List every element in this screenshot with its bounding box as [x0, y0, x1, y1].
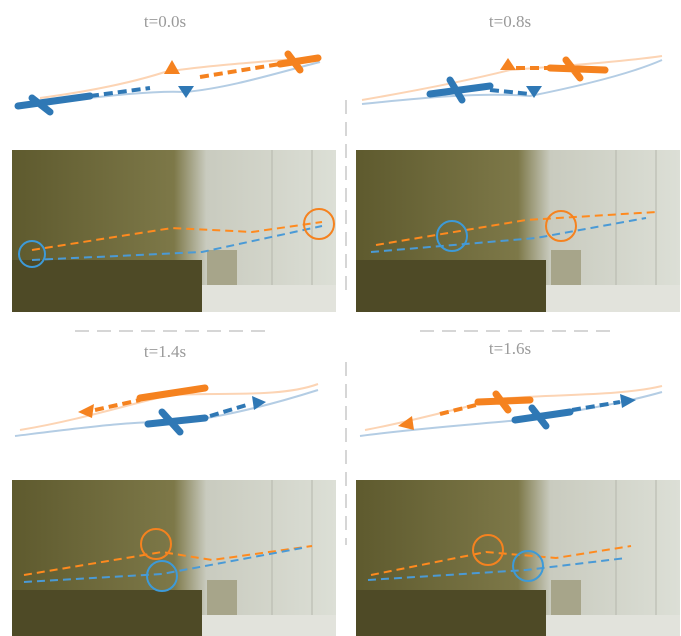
arrow	[620, 394, 636, 408]
panel: t=1.6s	[356, 339, 680, 636]
panel: t=0.8s	[356, 12, 680, 312]
drone-orange	[280, 54, 318, 70]
photo	[12, 480, 336, 636]
panel-label: t=1.6s	[489, 339, 531, 358]
panel-label: t=1.4s	[144, 342, 186, 361]
arrow	[500, 58, 516, 70]
arrow	[252, 396, 266, 410]
photo	[12, 150, 336, 312]
photo	[356, 480, 680, 636]
path-blue	[490, 90, 530, 94]
panel: t=0.0s	[12, 12, 336, 312]
drone-blue	[515, 408, 570, 426]
photo	[356, 150, 680, 312]
drone-blue	[148, 412, 205, 432]
panel-label: t=0.0s	[144, 12, 186, 31]
panel-label: t=0.8s	[489, 12, 531, 31]
figure: t=0.0s t=0.8s	[0, 0, 681, 636]
arrow	[164, 60, 180, 74]
drone-orange	[140, 388, 205, 398]
page: t=0.0s t=0.8s	[0, 0, 681, 636]
drone-blue	[18, 96, 90, 112]
panel: t=1.4s	[12, 342, 336, 636]
path-orange	[440, 404, 480, 414]
